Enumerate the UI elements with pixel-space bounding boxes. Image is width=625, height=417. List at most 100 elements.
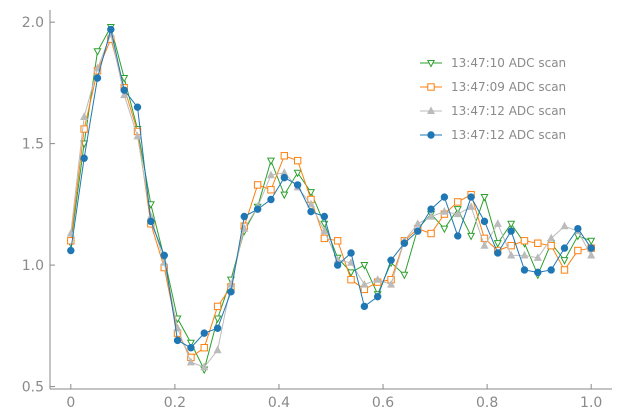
data-point bbox=[213, 345, 222, 354]
data-point bbox=[360, 279, 369, 288]
data-point bbox=[133, 103, 142, 111]
data-point bbox=[186, 339, 195, 348]
data-point bbox=[574, 224, 582, 233]
data-point bbox=[80, 154, 88, 162]
data-point bbox=[587, 244, 595, 252]
data-point bbox=[266, 157, 275, 166]
legend-marker bbox=[426, 106, 436, 115]
data-point bbox=[347, 269, 356, 277]
data-point bbox=[534, 268, 542, 277]
data-point bbox=[560, 221, 569, 230]
data-point bbox=[454, 232, 462, 240]
data-point bbox=[133, 131, 142, 140]
data-point bbox=[147, 217, 155, 226]
data-point bbox=[467, 193, 475, 201]
data-point bbox=[547, 233, 556, 242]
data-point bbox=[453, 209, 462, 218]
data-point bbox=[373, 275, 382, 283]
data-point bbox=[200, 329, 208, 337]
legend-entry-1: 13:47:10 ADC scan bbox=[420, 56, 566, 70]
data-point bbox=[373, 292, 382, 301]
data-point bbox=[387, 279, 396, 288]
series-layer bbox=[66, 23, 596, 375]
y-tick-label: 1.0 bbox=[22, 258, 44, 274]
x-tick-label: 0.4 bbox=[268, 395, 290, 411]
data-point bbox=[80, 125, 88, 133]
data-point bbox=[253, 205, 262, 213]
data-point bbox=[347, 258, 356, 266]
data-point bbox=[93, 74, 102, 82]
data-point bbox=[507, 241, 515, 250]
legend-entry-2: 13:47:09 ADC scan bbox=[420, 80, 566, 94]
data-point bbox=[560, 244, 569, 252]
data-point bbox=[493, 219, 502, 227]
data-point bbox=[306, 189, 315, 197]
legend-entry-3: 13:47:12 ADC scan bbox=[420, 104, 566, 118]
data-point bbox=[493, 240, 502, 248]
legend-label: 13:47:12 ADC scan bbox=[451, 104, 566, 118]
data-point bbox=[200, 343, 208, 352]
y-tick-label: 1.5 bbox=[22, 137, 44, 153]
data-point bbox=[440, 207, 449, 215]
data-point bbox=[480, 217, 489, 226]
data-point bbox=[480, 241, 489, 249]
data-point bbox=[440, 225, 449, 234]
data-point bbox=[280, 173, 289, 182]
data-point bbox=[320, 226, 329, 235]
data-point bbox=[213, 302, 222, 311]
data-point bbox=[253, 181, 262, 189]
data-point bbox=[160, 251, 168, 260]
y-tick-label: 0.5 bbox=[22, 380, 44, 396]
legend-marker bbox=[427, 131, 435, 139]
data-point bbox=[120, 86, 128, 94]
data-point bbox=[427, 205, 435, 213]
data-point bbox=[480, 194, 489, 202]
data-point bbox=[173, 336, 182, 345]
data-point bbox=[427, 211, 436, 220]
legend-label: 13:47:09 ADC scan bbox=[451, 80, 566, 94]
data-point bbox=[67, 237, 75, 245]
legend-marker bbox=[426, 59, 436, 68]
data-point bbox=[587, 250, 596, 259]
data-point bbox=[107, 25, 115, 34]
data-point bbox=[293, 169, 302, 178]
data-point bbox=[547, 241, 555, 250]
data-point bbox=[507, 250, 516, 259]
data-point bbox=[507, 227, 515, 235]
data-point bbox=[293, 181, 302, 189]
data-point bbox=[360, 262, 369, 270]
data-point bbox=[213, 324, 222, 332]
data-point bbox=[187, 343, 195, 352]
data-point bbox=[333, 261, 342, 269]
x-tick-label: 0.2 bbox=[164, 395, 186, 411]
x-tick-label: 0.8 bbox=[476, 395, 498, 411]
data-point bbox=[266, 170, 275, 179]
data-point bbox=[467, 232, 476, 241]
data-point bbox=[66, 228, 75, 237]
data-point bbox=[293, 156, 302, 165]
data-point bbox=[454, 198, 462, 206]
data-point bbox=[93, 48, 102, 56]
data-point bbox=[280, 191, 289, 200]
legend-entry-4: 13:47:12 ADC scan bbox=[420, 128, 566, 142]
data-point bbox=[67, 246, 75, 255]
data-point bbox=[520, 250, 529, 259]
data-point bbox=[547, 266, 555, 274]
data-point bbox=[347, 275, 355, 284]
data-point bbox=[413, 219, 422, 227]
data-point bbox=[520, 266, 529, 274]
data-point bbox=[120, 90, 129, 99]
x-tick-label: 0.6 bbox=[372, 395, 394, 411]
data-point bbox=[213, 315, 222, 324]
data-point bbox=[186, 357, 195, 366]
series-line bbox=[70, 29, 592, 349]
data-point bbox=[333, 237, 342, 245]
y-tick-label: 2.0 bbox=[22, 15, 44, 31]
x-tick-label: 0 bbox=[66, 395, 75, 411]
data-point bbox=[520, 237, 529, 245]
series-line bbox=[70, 25, 592, 371]
data-point bbox=[306, 199, 315, 208]
legend: 13:47:10 ADC scan 13:47:09 ADC scan 13:47:… bbox=[420, 56, 566, 142]
data-point bbox=[587, 237, 596, 246]
